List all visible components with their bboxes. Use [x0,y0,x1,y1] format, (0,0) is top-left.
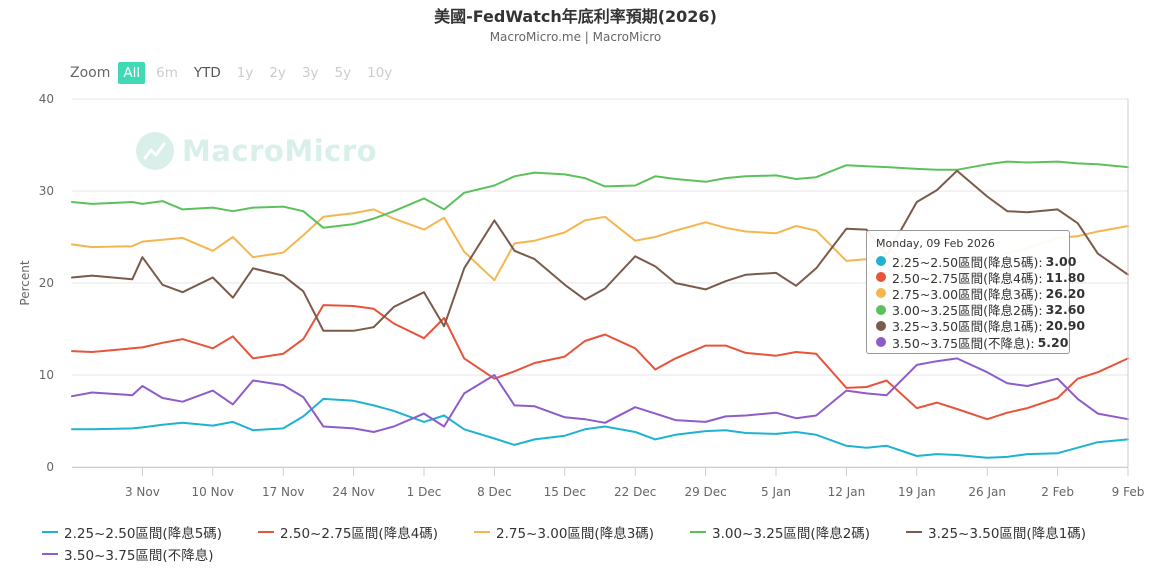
legend-swatch [474,531,490,533]
x-tick-label: 15 Dec [544,485,586,499]
legend-swatch [906,531,922,533]
legend-label: 3.50~3.75區間(不降息) [64,548,214,564]
tooltip-value: 3.00 [1045,253,1077,269]
tooltip-value: 20.90 [1045,318,1086,334]
legend-label: 2.50~2.75區間(降息4碼) [280,526,439,542]
zoom-button-ytd[interactable]: YTD [193,65,221,81]
legend-item[interactable]: 3.50~3.75區間(不降息) [42,544,213,564]
series-marker-icon [876,288,886,299]
x-tick-label: 3 Nov [125,485,160,499]
x-tick-label: 12 Jan [828,485,866,499]
tooltip-row: 2.25~2.50區間(降息5碼): 3.00 [876,253,1076,270]
tooltip-label: 3.25~3.50區間(降息1碼): [892,319,1043,335]
chart-title: 美國-FedWatch年底利率預期(2026) [434,7,717,26]
y-tick-label: 20 [39,276,54,290]
tooltip-label: 3.00~3.25區間(降息2碼): [892,303,1043,319]
x-tick-label: 24 Nov [332,485,375,499]
y-tick-label: 0 [46,460,54,474]
zoom-button-all[interactable]: All [118,62,146,84]
line-chart[interactable]: 0 10 20 30 40 Percent 3 Nov 10 Nov 17 Nov 24 No… [0,0,1151,510]
y-tick-label: 10 [39,368,54,382]
legend-swatch [690,531,706,533]
tooltip-label: 3.50~3.75區間(不降息): [892,335,1035,351]
series-marker-icon [876,304,886,315]
watermark: MacroMicro [136,132,377,170]
legend-label: 3.25~3.50區間(降息1碼) [928,526,1087,542]
x-tick-label: 1 Dec [407,485,442,499]
x-tick-label: 22 Dec [614,485,656,499]
series-marker-icon [876,337,886,348]
y-tick-label: 40 [39,92,54,106]
tooltip-row: 3.50~3.75區間(不降息): 5.20 [876,334,1068,351]
tooltip-row: 2.75~3.00區間(降息3碼): 26.20 [876,285,1085,302]
series-line-2[interactable] [71,304,1129,421]
tooltip-value: 5.20 [1037,334,1069,350]
legend-item[interactable]: 2.50~2.75區間(降息4碼) [258,522,438,542]
x-tick-label: 19 Jan [898,485,936,499]
tooltip-row: 3.25~3.50區間(降息1碼): 20.90 [876,318,1085,335]
zoom-button-2y[interactable]: 2y [269,65,286,81]
y-tick-label: 30 [39,184,54,198]
tooltip: Monday, 09 Feb 2026 2.25~2.50區間(降息5碼): 3.… [866,230,1085,354]
zoom-button-1y[interactable]: 1y [236,65,254,81]
tooltip-row: 3.00~3.25區間(降息2碼): 32.60 [876,302,1085,319]
x-tick-label: 10 Nov [192,485,235,499]
x-tick-label: 8 Dec [477,485,512,499]
legend-swatch [258,531,274,533]
tooltip-date: Monday, 09 Feb 2026 [876,237,995,250]
legend-item[interactable]: 2.75~3.00區間(降息3碼) [474,522,654,542]
tooltip-value: 32.60 [1045,302,1086,318]
x-tick-label: 26 Jan [968,485,1006,499]
series-group[interactable] [71,160,1129,459]
legend-swatch [42,531,58,533]
legend-label: 2.25~2.50區間(降息5碼) [64,526,223,542]
tooltip-value: 26.20 [1045,285,1086,301]
series-marker-icon [876,256,886,267]
x-tick-label: 29 Dec [684,485,726,499]
series-line-4[interactable] [71,160,1129,229]
x-tick-label: 17 Nov [262,485,305,499]
tooltip-label: 2.75~3.00區間(降息3碼): [892,286,1043,302]
x-tick-label: 9 Feb [1112,485,1145,499]
y-axis: 0 10 20 30 40 [39,92,54,474]
legend-label: 3.00~3.25區間(降息2碼) [712,526,871,542]
tooltip-label: 2.50~2.75區間(降息4碼): [892,270,1043,286]
legend-item[interactable]: 3.00~3.25區間(降息2碼) [690,522,870,542]
series-marker-icon [876,320,886,331]
legend-item[interactable]: 3.25~3.50區間(降息1碼) [906,522,1086,542]
watermark-text: MacroMicro [182,134,378,168]
x-tick-label: 5 Jan [761,485,791,499]
y-axis-label: Percent [18,260,32,305]
tooltip-label: 2.25~2.50區間(降息5碼): [892,254,1043,270]
legend-swatch [42,553,58,555]
zoom-button-5y[interactable]: 5y [334,65,352,81]
series-marker-icon [876,272,886,283]
zoom-selector: Zoom All 6m YTD 1y 2y 3y 5y 10y [70,61,403,85]
tooltip-value: 11.80 [1045,269,1086,285]
x-axis: 3 Nov 10 Nov 17 Nov 24 Nov 1 Dec 8 Dec 15 Dec 2… [72,467,1145,499]
tooltip-row: 2.50~2.75區間(降息4碼): 11.80 [876,269,1085,286]
zoom-button-3y[interactable]: 3y [301,65,319,81]
macromicro-logo-icon [136,132,174,170]
zoom-label: Zoom [70,65,111,81]
series-line-5[interactable] [71,169,1129,332]
legend-label: 2.75~3.00區間(降息3碼) [496,526,655,542]
x-tick-label: 2 Feb [1041,485,1074,499]
legend-item[interactable]: 2.25~2.50區間(降息5碼) [42,522,222,542]
series-line-6[interactable] [71,357,1129,433]
zoom-button-10y[interactable]: 10y [367,65,393,81]
series-line-1[interactable] [71,397,1129,459]
zoom-button-6m[interactable]: 6m [156,65,178,81]
chart-subtitle: MacroMicro.me | MacroMicro [489,30,662,44]
